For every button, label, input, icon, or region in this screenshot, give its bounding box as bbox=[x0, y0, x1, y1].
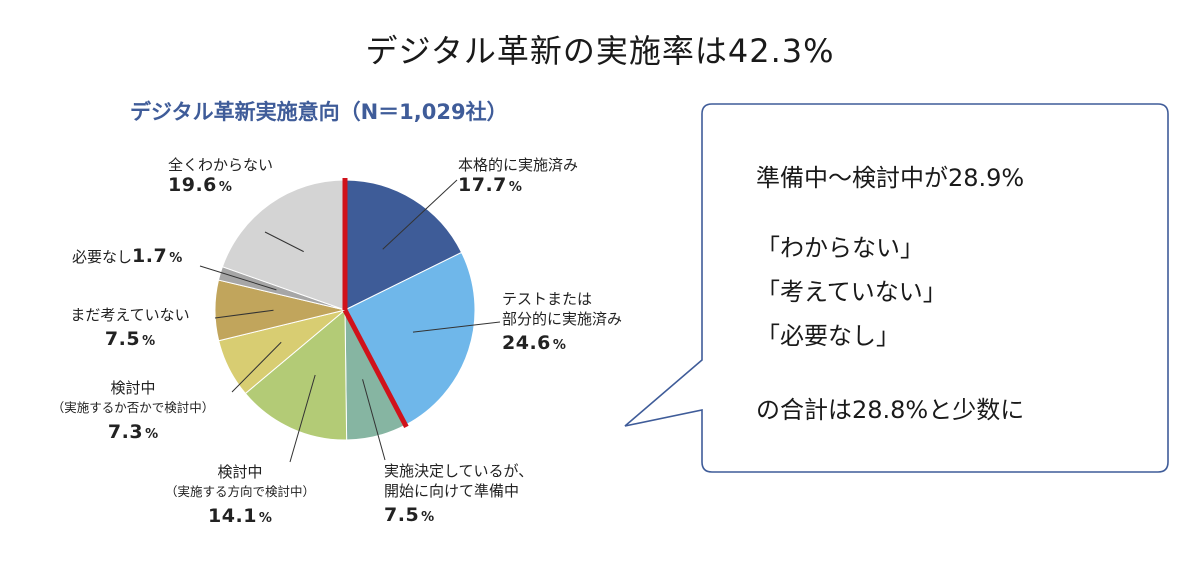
label-slice-4-pct: % bbox=[145, 427, 159, 442]
pie-slice-7 bbox=[221, 179, 346, 311]
label-slice-2: 実施決定しているが、 開始に向けて準備中 7.5% bbox=[384, 461, 533, 528]
callout-line-3: 「考えていない」 bbox=[756, 278, 947, 306]
label-slice-6-pct: % bbox=[169, 251, 183, 266]
page-title: デジタル革新の実施率は42.3% bbox=[365, 32, 835, 70]
callout-box bbox=[624, 103, 1169, 473]
label-slice-2-pct: % bbox=[421, 510, 435, 525]
label-slice-4-name: 検討中 bbox=[110, 379, 156, 397]
label-slice-6: 必要なし1.7% bbox=[72, 246, 182, 269]
leader-line-2 bbox=[362, 379, 386, 461]
leader-line-3 bbox=[289, 374, 316, 463]
label-slice-7-value: 19.6 bbox=[168, 174, 217, 196]
label-slice-1: テストまたは 部分的に実施済み 24.6% bbox=[502, 289, 622, 356]
label-slice-3-name: 検討中 bbox=[217, 463, 263, 481]
pie-slice-0 bbox=[344, 179, 463, 311]
label-slice-1-name-line2: 部分的に実施済み bbox=[502, 310, 623, 328]
label-slice-4-sub: （実施するか否かで検討中） bbox=[51, 400, 215, 415]
label-slice-6-value: 1.7 bbox=[132, 245, 168, 267]
callout-line-1: 準備中～検討中が28.9% bbox=[756, 164, 1025, 192]
leader-line-4 bbox=[231, 341, 282, 393]
label-slice-2-value: 7.5 bbox=[384, 504, 420, 526]
label-slice-2-name-line2: 開始に向けて準備中 bbox=[384, 482, 520, 500]
leader-line-5 bbox=[214, 309, 274, 319]
label-slice-7: 全くわからない 19.6% bbox=[168, 155, 273, 198]
highlight-lines bbox=[342, 178, 409, 429]
callout-line-4: 「必要なし」 bbox=[756, 322, 900, 350]
callout-line-5: の合計は28.8%と少数に bbox=[756, 396, 1025, 424]
pie-slice-1 bbox=[344, 251, 476, 426]
label-slice-7-pct: % bbox=[218, 180, 232, 195]
highlight-line-1 bbox=[342, 308, 409, 429]
label-slice-1-pct: % bbox=[552, 338, 566, 353]
pie-slice-3 bbox=[244, 308, 348, 441]
leader-line-0 bbox=[382, 179, 458, 250]
label-slice-3-pct: % bbox=[258, 511, 272, 526]
pie-slices bbox=[214, 179, 476, 441]
label-slice-6-name: 必要なし bbox=[72, 248, 133, 266]
chart-title: デジタル革新実施意向（N＝1,029社） bbox=[130, 100, 508, 124]
label-slice-5-name: まだ考えていない bbox=[70, 306, 190, 324]
leader-lines bbox=[199, 179, 501, 463]
label-slice-1-name-line1: テストまたは bbox=[502, 290, 593, 308]
label-slice-5: まだ考えていない 7.5% bbox=[50, 305, 210, 352]
label-slice-3-sub: （実施する方向で検討中） bbox=[164, 484, 315, 499]
label-slice-3-value: 14.1 bbox=[208, 505, 257, 527]
label-slice-4-value: 7.3 bbox=[107, 421, 144, 443]
label-slice-3: 検討中 （実施する方向で検討中） 14.1% bbox=[150, 462, 330, 529]
callout-line-2: 「わからない」 bbox=[756, 234, 924, 262]
leader-line-6 bbox=[199, 265, 277, 291]
leader-line-1 bbox=[412, 321, 501, 333]
label-slice-0: 本格的に実施済み 17.7% bbox=[458, 155, 578, 198]
label-slice-1-value: 24.6 bbox=[502, 332, 551, 354]
leader-line-7 bbox=[264, 231, 304, 253]
label-slice-0-pct: % bbox=[508, 180, 522, 195]
label-slice-2-name-line1: 実施決定しているが、 bbox=[384, 462, 534, 480]
label-slice-7-name: 全くわからない bbox=[168, 156, 274, 174]
label-slice-4: 検討中 （実施するか否かで検討中） 7.3% bbox=[38, 378, 228, 445]
label-slice-0-value: 17.7 bbox=[458, 174, 507, 196]
label-slice-5-pct: % bbox=[142, 334, 156, 349]
label-slice-0-name: 本格的に実施済み bbox=[458, 156, 579, 174]
label-slice-5-value: 7.5 bbox=[104, 328, 141, 350]
